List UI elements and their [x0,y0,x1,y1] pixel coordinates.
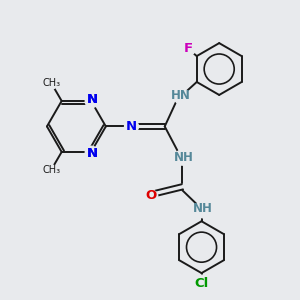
Text: O: O [146,189,157,202]
Text: Cl: Cl [194,277,209,290]
Text: N: N [86,93,98,106]
Text: N: N [86,147,98,160]
Text: NH: NH [174,151,194,164]
Text: F: F [184,42,193,55]
Text: HN: HN [171,89,191,102]
Text: NH: NH [193,202,213,215]
Text: N: N [86,147,98,160]
Text: CH₃: CH₃ [42,165,60,175]
Text: N: N [125,120,136,133]
Text: CH₃: CH₃ [42,78,60,88]
Text: N: N [86,93,98,106]
